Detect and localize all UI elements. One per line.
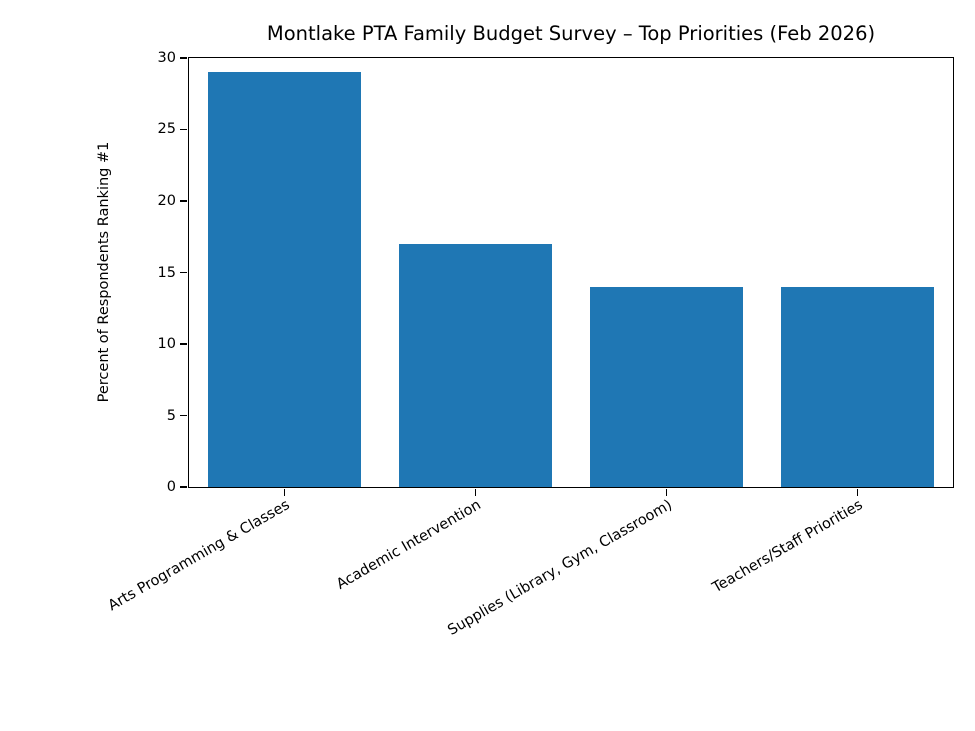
y-tick-mark [180,57,188,59]
y-tick-label: 20 [157,192,176,209]
y-tick-label: 15 [157,264,176,281]
x-tick-mark [283,488,286,496]
x-tick-label: Academic Intervention [333,497,484,593]
y-tick-label: 5 [166,407,176,424]
bar [590,286,743,487]
bar [399,243,552,487]
y-tick-label: 30 [157,50,176,66]
bar [781,286,934,487]
y-tick-mark [180,271,188,274]
y-tick-mark [180,486,188,488]
x-tick-mark [474,488,477,496]
x-tick-label: Teachers/Staff Priorities [709,497,866,597]
chart-title: Montlake PTA Family Budget Survey – Top … [266,22,876,45]
y-tick-label: 0 [166,479,176,495]
x-tick-mark [856,488,859,496]
x-tick-label: Arts Programming & Classes [105,497,293,615]
y-tick-mark [180,343,188,345]
bar [208,72,361,487]
x-tick-mark [665,488,668,496]
plot-area: 0 5 10 15 20 25 30 Arts Programming & Classes Ac… [106,51,954,639]
y-tick-mark [180,128,188,131]
x-tick-label: Supplies (Library, Gym, Classroom) [444,497,675,639]
y-tick-label: 25 [157,121,176,138]
y-axis-label-text: Percent of Respondents Ranking #1 [96,141,112,403]
y-tick-mark [180,200,188,202]
y-tick-label: 10 [157,335,176,352]
y-tick-mark [180,414,188,417]
